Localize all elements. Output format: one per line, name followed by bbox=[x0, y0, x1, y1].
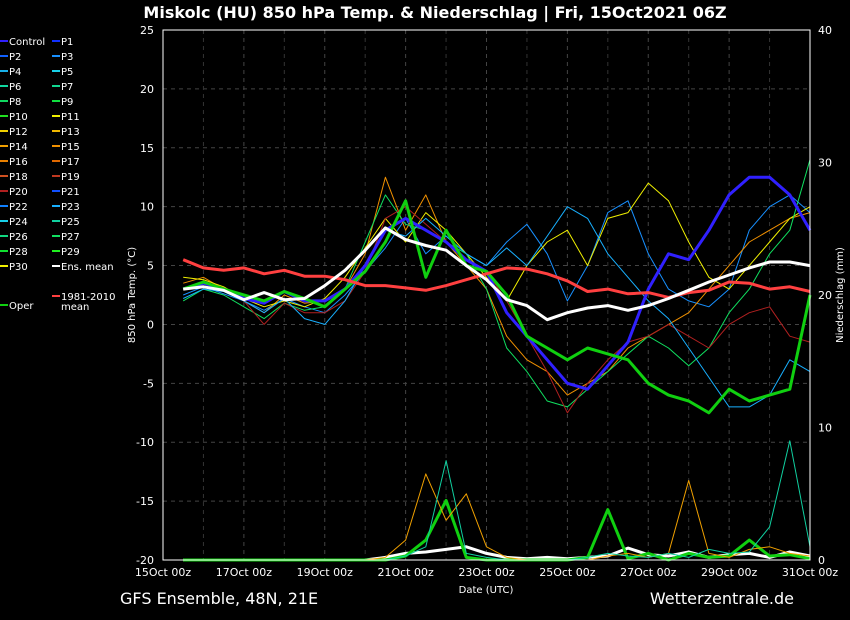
y-tick-label: 5 bbox=[147, 260, 154, 273]
precip-line-p14 bbox=[183, 473, 811, 561]
legend-label: mean bbox=[61, 302, 89, 313]
y-tick-label: -5 bbox=[143, 377, 154, 390]
footer-source: GFS Ensemble, 48N, 21E bbox=[120, 589, 318, 608]
legend-label: P2 bbox=[9, 52, 21, 63]
legend-label: P1 bbox=[61, 37, 73, 48]
legend-label: P12 bbox=[9, 127, 28, 138]
temp-line-1981-2010-mean bbox=[182, 258, 811, 299]
legend-label: P15 bbox=[61, 142, 80, 153]
grid bbox=[163, 30, 810, 560]
y-tick-label: 20 bbox=[140, 83, 154, 96]
legend-label: P16 bbox=[9, 157, 28, 168]
y-tick-label: 10 bbox=[140, 201, 154, 214]
legend-label: P7 bbox=[61, 82, 73, 93]
legend-label: 1981-2010 bbox=[61, 292, 116, 303]
legend-label: P6 bbox=[9, 82, 21, 93]
plot-frame bbox=[162, 29, 811, 561]
y2-tick-label: 0 bbox=[818, 554, 825, 567]
legend-label: P18 bbox=[9, 172, 28, 183]
x-tick-label: 23Oct 00z bbox=[458, 566, 515, 579]
temp-line-oper bbox=[182, 199, 812, 415]
y-tick-label: 15 bbox=[140, 142, 154, 155]
legend-label: P19 bbox=[61, 172, 80, 183]
legend-label: P5 bbox=[61, 67, 73, 78]
legend-label: Control bbox=[9, 37, 45, 48]
legend-label: P23 bbox=[61, 202, 80, 213]
legend-label: P29 bbox=[61, 247, 80, 258]
legend: Control P1 P2 P3 P4 P5 P6 P7 P8 P9 P10 P11 P12 P13 P14… bbox=[0, 37, 116, 313]
legend-label: Oper bbox=[9, 301, 34, 312]
y2-tick-label: 10 bbox=[818, 422, 832, 435]
x-tick-label: 25Oct 00z bbox=[539, 566, 596, 579]
footer-site[interactable]: Wetterzentrale.de bbox=[650, 589, 794, 608]
temp-line-p23 bbox=[182, 206, 811, 408]
x-tick-label: 27Oct 00z bbox=[620, 566, 677, 579]
legend-label: P21 bbox=[61, 187, 80, 198]
legend-label: P10 bbox=[9, 112, 28, 123]
legend-label: P11 bbox=[61, 112, 80, 123]
y2-tick-label: 30 bbox=[818, 157, 832, 170]
x-tick-label: 21Oct 00z bbox=[377, 566, 434, 579]
legend-label: P13 bbox=[61, 127, 80, 138]
precip-line-p25 bbox=[183, 440, 811, 561]
y2-tick-label: 40 bbox=[818, 24, 832, 37]
x-tick-label: 19Oct 00z bbox=[297, 566, 354, 579]
legend-label: P3 bbox=[61, 52, 73, 63]
legend-label: P28 bbox=[9, 247, 28, 258]
legend-label: P24 bbox=[9, 217, 28, 228]
chart-title: Miskolc (HU) 850 hPa Temp. & Niederschla… bbox=[143, 3, 726, 23]
legend-label: P27 bbox=[61, 232, 80, 243]
legend-label: Ens. mean bbox=[61, 262, 114, 273]
legend-label: P8 bbox=[9, 97, 21, 108]
x-tick-label: 31Oct 00z bbox=[782, 566, 839, 579]
x-tick-label: 29Oct 00z bbox=[701, 566, 758, 579]
legend-label: P4 bbox=[9, 67, 21, 78]
temp-line-ens-mean bbox=[183, 226, 811, 322]
temp-line-p20 bbox=[183, 206, 811, 414]
y-tick-label: -20 bbox=[136, 554, 154, 567]
temperature-series bbox=[182, 159, 812, 415]
precip-series bbox=[183, 440, 811, 562]
legend-label: P22 bbox=[9, 202, 28, 213]
legend-label: P14 bbox=[9, 142, 28, 153]
legend-label: P26 bbox=[9, 232, 28, 243]
x-axis-label: Date (UTC) bbox=[459, 585, 514, 596]
y-tick-label: -15 bbox=[136, 495, 154, 508]
legend-label: P9 bbox=[61, 97, 73, 108]
y-tick-label: -10 bbox=[136, 436, 154, 449]
y-tick-label: 0 bbox=[147, 318, 154, 331]
x-tick-label: 15Oct 00z bbox=[135, 566, 192, 579]
legend-label: P30 bbox=[9, 262, 28, 273]
legend-label: P17 bbox=[61, 157, 80, 168]
legend-label: P25 bbox=[61, 217, 80, 228]
legend-label: P20 bbox=[9, 187, 28, 198]
y-tick-label: 25 bbox=[140, 24, 154, 37]
y2-tick-label: 20 bbox=[818, 289, 832, 302]
temp-line-p15 bbox=[183, 176, 811, 396]
axes: -20 -15 -10 -5 0 5 10 15 20 25 0 10 20 30 40 15Oct 00z 1… bbox=[135, 24, 839, 579]
y2-axis-label: Niederschlag (mm) bbox=[835, 247, 846, 343]
y-axis-label: 850 hPa Temp. (°C) bbox=[127, 247, 138, 343]
x-tick-label: 17Oct 00z bbox=[216, 566, 273, 579]
